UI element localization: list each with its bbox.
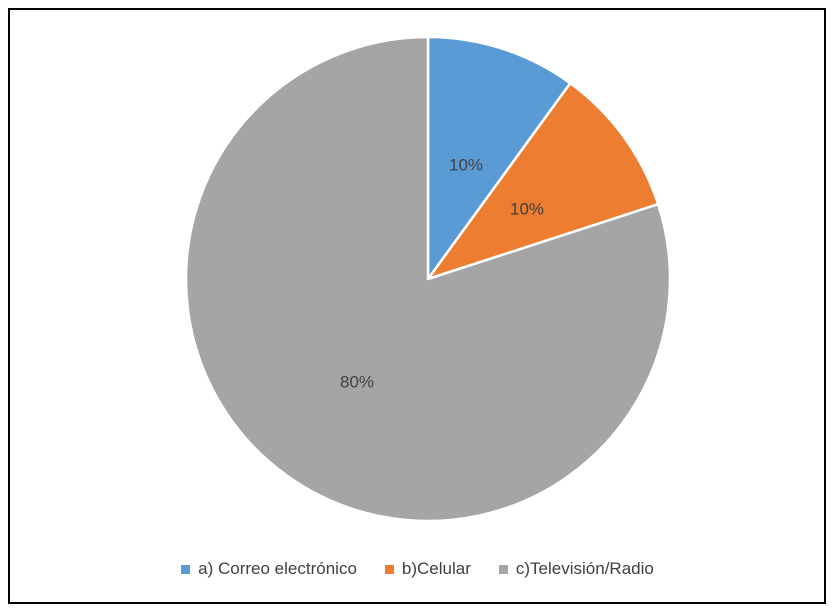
legend: a) Correo electrónico b)Celular c)Televi… (0, 559, 835, 579)
legend-swatch-correo (181, 564, 191, 574)
data-label-television-radio: 80% (340, 372, 374, 391)
pie-slices (184, 35, 672, 523)
pie-slice-television-radio (184, 35, 672, 523)
legend-label-celular: b)Celular (401, 559, 471, 578)
pie-slice-correo (426, 35, 572, 281)
data-label-celular: 10% (510, 199, 544, 218)
data-label-correo: 10% (449, 155, 483, 174)
legend-item-celular: b)Celular (384, 559, 471, 579)
legend-swatch-celular (384, 564, 394, 574)
pie-slice-celular (426, 81, 660, 281)
legend-label-correo: a) Correo electrónico (198, 559, 357, 578)
legend-item-television-radio: c)Televisión/Radio (498, 559, 654, 579)
legend-label-television-radio: c)Televisión/Radio (515, 559, 654, 578)
pie-data-labels: 10% 10% 80% (340, 155, 544, 391)
legend-swatch-television-radio (498, 564, 508, 574)
legend-item-correo: a) Correo electrónico (181, 559, 357, 579)
